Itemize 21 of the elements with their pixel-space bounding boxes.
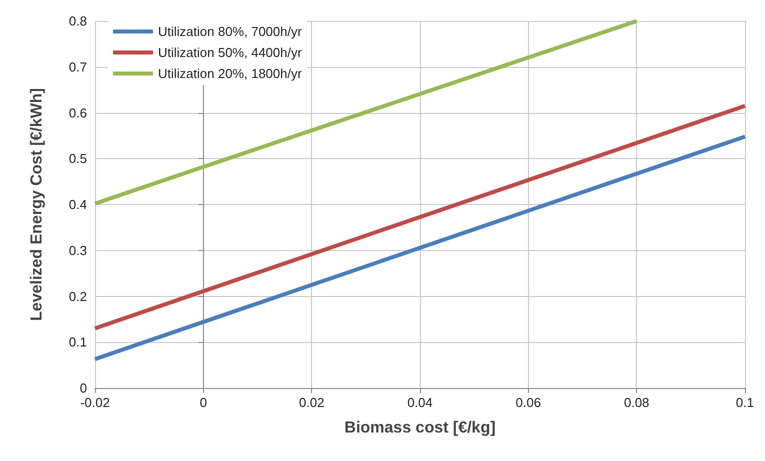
y-tick-label: 0.5 — [68, 151, 87, 166]
x-tick-label: -0.02 — [80, 395, 110, 410]
y-tick-label: 0.8 — [68, 14, 87, 28]
y-tick-label: 0.3 — [68, 242, 87, 258]
y-tick-label: 0.2 — [68, 288, 87, 304]
legend-label: Utilization 50%, 4400h/yr — [158, 45, 302, 60]
x-tick-label: 0.04 — [407, 395, 433, 410]
x-tick-label: 0.08 — [624, 395, 650, 410]
legend-label: Utilization 20%, 1800h/yr — [158, 66, 302, 81]
x-tick-label: 0 — [200, 395, 207, 410]
y-tick-label: 0.1 — [68, 334, 87, 350]
y-tick-label: 0 — [80, 380, 87, 396]
x-tick-label: 0.02 — [299, 395, 324, 410]
x-tick-label: 0.1 — [736, 395, 754, 410]
y-tick-label: 0.7 — [68, 59, 87, 74]
y-tick-label: 0.6 — [68, 105, 87, 120]
y-tick-label: 0.4 — [68, 197, 87, 212]
x-axis-title: Biomass cost [€/kg] — [344, 420, 496, 436]
x-tick-label: 0.06 — [516, 395, 541, 410]
legend-label: Utilization 80%, 7000h/yr — [158, 24, 302, 39]
y-axis-title: Levelized Energy Cost [€/kWh] — [28, 88, 46, 321]
